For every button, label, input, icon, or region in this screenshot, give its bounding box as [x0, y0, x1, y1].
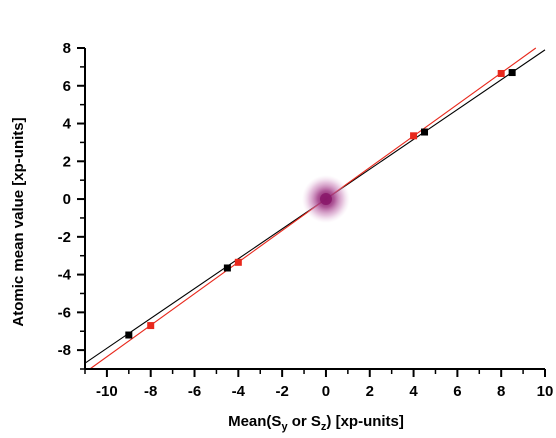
y-tick-label: 8	[63, 40, 71, 57]
series-2-point-2	[234, 258, 242, 266]
series-1-point-4	[421, 128, 429, 136]
x-axis-label-sub2: z	[321, 421, 327, 433]
series-1-point-1	[125, 331, 133, 339]
y-tick-label: 0	[63, 191, 71, 208]
x-tick-label: 4	[409, 383, 418, 400]
tick-labels: -10 -8 -6 -4 -2 0 2 4 6 8 10 -8 -6 -4 -2 0 2 4 6 8	[58, 40, 554, 400]
y-tick-label: 6	[63, 78, 71, 95]
x-axis-label-post: ) [xp-units]	[326, 413, 403, 430]
series-2-point-1	[147, 322, 155, 330]
x-tick-label: 2	[366, 383, 374, 400]
x-tick-label: -2	[275, 383, 288, 400]
x-tick-label: -10	[96, 383, 118, 400]
x-tick-label: 6	[453, 383, 461, 400]
series-1-point-5	[508, 69, 516, 77]
series-2-point-4	[410, 132, 418, 140]
x-axis-label-pre: Mean(S	[228, 413, 281, 430]
y-tick-label: -6	[58, 304, 71, 321]
x-tick-label: -4	[232, 383, 246, 400]
x-axis-label-sub1: y	[281, 421, 288, 433]
y-tick-label: -2	[58, 229, 71, 246]
series-1-point-2	[223, 264, 231, 272]
x-axis-label-mid: or S	[288, 413, 321, 430]
y-tick-label: -4	[58, 267, 72, 284]
y-tick-label: 4	[63, 116, 72, 133]
x-tick-label: 0	[322, 383, 330, 400]
y-axis-label: Atomic mean value [xp-units]	[10, 117, 27, 326]
markers	[125, 69, 516, 339]
highlight-layer	[301, 175, 350, 224]
series-2-point-5	[497, 69, 505, 77]
x-axis-label: Mean(Sy or Sz) [xp-units]	[228, 413, 404, 433]
x-tick-label: 10	[537, 383, 554, 400]
y-tick-label: -8	[58, 342, 71, 359]
y-tick-label: 2	[63, 153, 71, 170]
axes	[77, 47, 546, 377]
x-tick-label: -8	[144, 383, 157, 400]
x-tick-label: 8	[497, 383, 505, 400]
origin-highlight-core	[319, 193, 332, 206]
x-tick-label: -6	[188, 383, 201, 400]
